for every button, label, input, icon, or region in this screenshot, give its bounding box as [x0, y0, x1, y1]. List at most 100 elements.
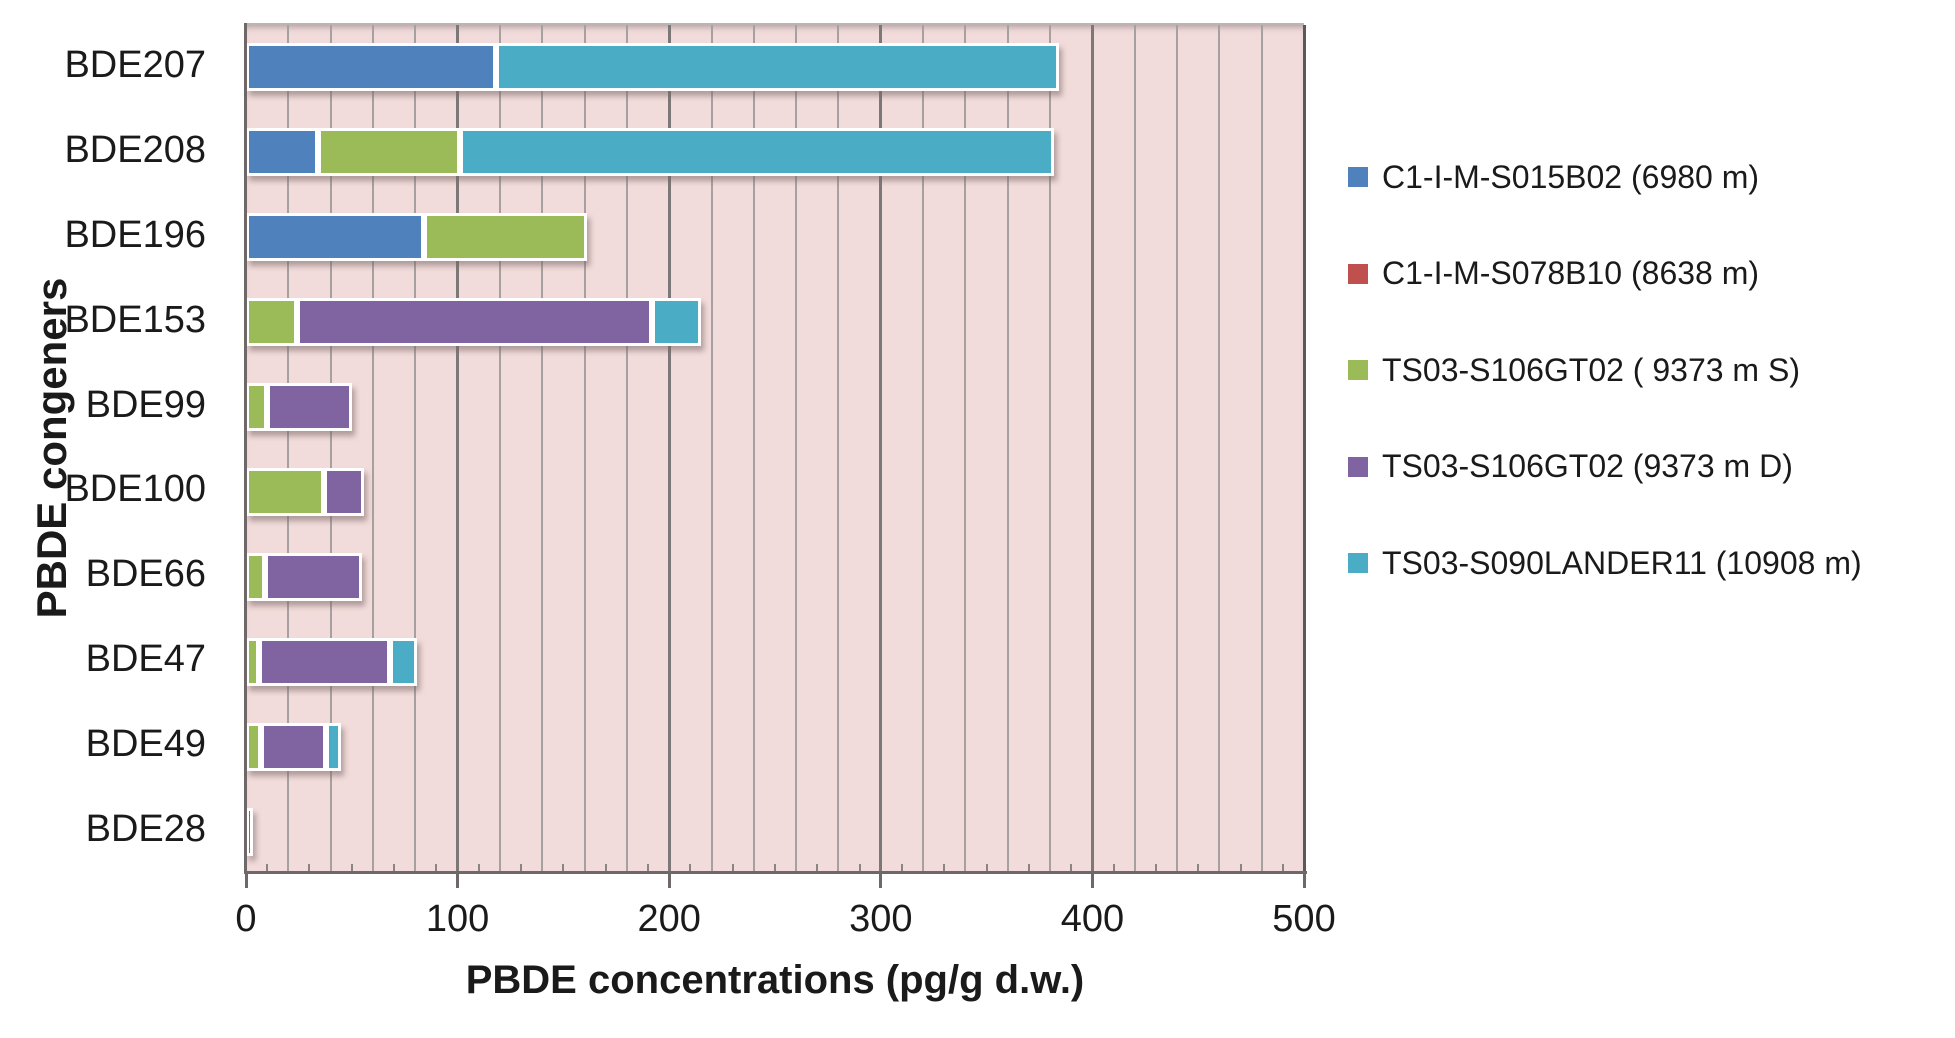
legend-label: TS03-S090LANDER11 (10908 m) — [1382, 544, 1862, 581]
legend-label: TS03-S106GT02 (9373 m D) — [1382, 448, 1793, 484]
gridline-major — [879, 25, 883, 874]
axis-minor-tick — [1112, 864, 1115, 874]
category-label-bde208: BDE208 — [64, 128, 206, 171]
legend-item: TS03-S106GT02 (9373 m D) — [1348, 443, 1793, 491]
bar-segment — [260, 722, 327, 771]
x-axis-line — [244, 871, 1307, 874]
axis-minor-tick — [1070, 864, 1073, 874]
axis-minor-tick — [1281, 864, 1284, 874]
category-label-bde99: BDE99 — [85, 383, 206, 426]
x-axis-tick — [667, 873, 671, 888]
bar-segment — [246, 637, 259, 686]
x-tick-label: 500 — [1272, 898, 1336, 940]
gridline-major — [667, 25, 671, 874]
gridline-major — [1090, 25, 1094, 874]
axis-minor-tick — [520, 864, 523, 874]
bar-segment — [246, 43, 496, 92]
bar-segment — [258, 637, 390, 686]
legend-color-swatch — [1348, 167, 1368, 187]
bar-bde66 — [246, 552, 363, 601]
category-label-bde207: BDE207 — [64, 43, 206, 86]
x-axis-tick — [1090, 873, 1094, 888]
bar-segment — [652, 298, 701, 347]
axis-minor-tick — [435, 864, 438, 874]
bar-segment — [246, 807, 253, 856]
category-label-bde28: BDE28 — [85, 808, 206, 851]
legend-color-swatch — [1348, 360, 1368, 380]
x-axis-tick — [879, 873, 883, 888]
legend-label: TS03-S106GT02 ( 9373 m S) — [1382, 351, 1800, 388]
bar-segment — [495, 43, 1059, 92]
axis-minor-tick — [604, 864, 607, 874]
axis-minor-tick — [1197, 864, 1200, 874]
gridline-minor — [710, 25, 713, 874]
gridline-minor — [414, 25, 417, 874]
axis-minor-tick — [689, 864, 692, 874]
gridline-minor — [1218, 25, 1221, 874]
gridline-minor — [541, 25, 544, 874]
x-tick-label: 100 — [425, 898, 490, 940]
bar-segment — [246, 298, 297, 347]
bar-segment — [246, 467, 325, 516]
bar-bde47 — [246, 637, 418, 686]
x-tick-label: 300 — [849, 898, 913, 940]
bar-segment — [246, 128, 318, 177]
legend-item: TS03-S090LANDER11 (10908 m) — [1348, 539, 1862, 587]
gridline-minor — [329, 25, 332, 874]
category-label-bde47: BDE47 — [85, 638, 206, 681]
axis-minor-tick — [1154, 864, 1157, 874]
bar-segment — [389, 637, 418, 686]
gridline-minor — [583, 25, 586, 874]
legend-color-swatch — [1348, 263, 1368, 284]
plot-area — [246, 23, 1306, 874]
gridline-minor — [837, 25, 840, 874]
x-tick-label: 200 — [637, 898, 701, 940]
x-tick-label: 400 — [1060, 898, 1125, 940]
gridline-minor — [922, 25, 925, 874]
axis-minor-tick — [731, 864, 734, 874]
legend-item: C1-I-M-S015B02 (6980 m) — [1348, 153, 1759, 201]
gridline-minor — [1006, 25, 1009, 874]
category-label-bde100: BDE100 — [64, 468, 206, 511]
axis-minor-tick — [393, 864, 396, 874]
x-tick-label: 0 — [235, 898, 257, 940]
bar-bde49 — [246, 722, 342, 771]
axis-minor-tick — [1239, 864, 1242, 874]
axis-minor-tick — [900, 864, 903, 874]
gridline-minor — [498, 25, 501, 874]
axis-minor-tick — [774, 864, 776, 874]
gridline-major — [456, 25, 460, 874]
category-label-bde153: BDE153 — [64, 298, 206, 341]
bar-segment — [246, 383, 268, 432]
axis-minor-tick — [308, 864, 311, 874]
bar-bde196 — [246, 213, 587, 262]
legend-color-swatch — [1348, 553, 1368, 573]
bar-bde208 — [246, 128, 1055, 177]
y-axis-line — [244, 23, 247, 874]
gridline-minor — [287, 25, 290, 874]
x-axis-tick — [244, 873, 248, 888]
bar-bde100 — [246, 467, 365, 516]
bar-segment — [267, 383, 352, 432]
legend-color-swatch — [1348, 456, 1368, 477]
legend-item: C1-I-M-S078B10 (8638 m) — [1348, 250, 1759, 298]
axis-minor-tick — [562, 864, 565, 874]
legend-label: C1-I-M-S015B02 (6980 m) — [1382, 158, 1760, 195]
gridline-minor — [1133, 25, 1136, 874]
axis-minor-tick — [858, 864, 861, 874]
bar-bde99 — [246, 383, 352, 432]
bar-bde207 — [246, 43, 1059, 92]
axis-minor-tick — [647, 864, 650, 874]
axis-minor-tick — [266, 864, 269, 874]
gridline-minor — [625, 25, 628, 874]
category-label-bde196: BDE196 — [64, 213, 206, 256]
x-axis-tick — [1302, 873, 1306, 888]
category-label-bde66: BDE66 — [85, 553, 206, 596]
bar-segment — [265, 552, 363, 601]
axis-minor-tick — [985, 864, 988, 874]
gridline-minor — [752, 25, 755, 874]
gridline-major — [1302, 25, 1306, 874]
gridline-minor — [1260, 25, 1263, 874]
axis-minor-tick — [816, 864, 819, 874]
